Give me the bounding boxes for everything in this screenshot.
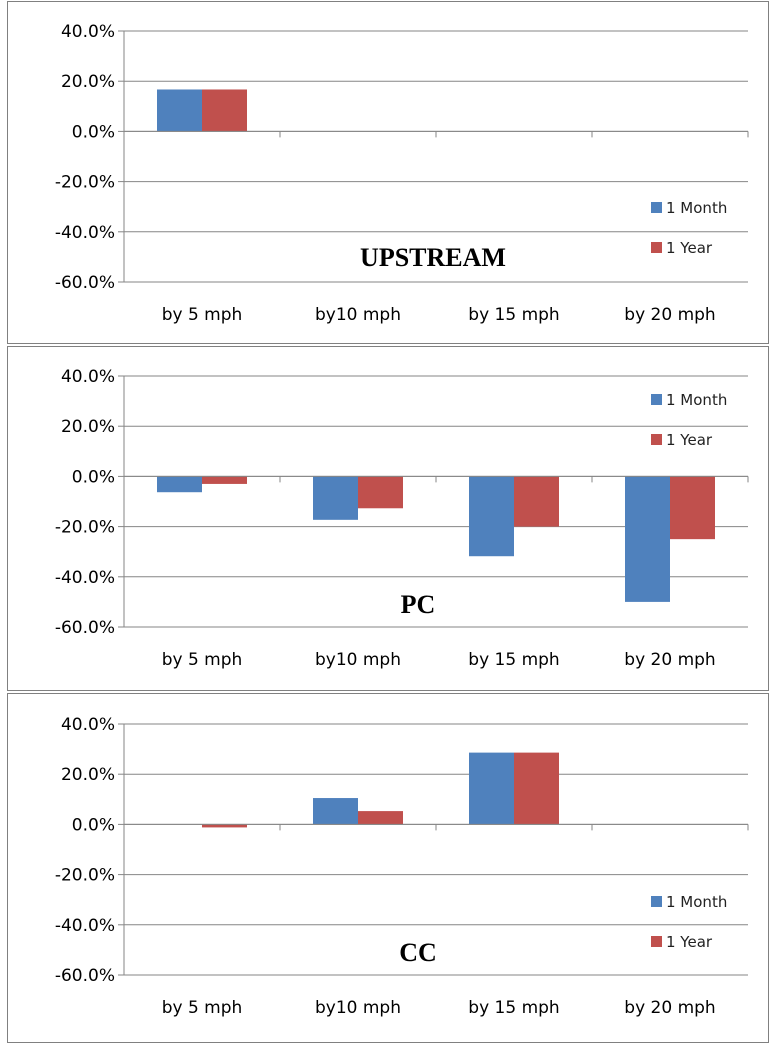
y-tick-label: 40.0%	[61, 22, 115, 42]
x-tick-label: by 15 mph	[468, 650, 559, 670]
legend-swatch	[651, 434, 662, 445]
bar-1-year	[358, 476, 403, 509]
y-tick-label: -60.0%	[55, 273, 115, 293]
x-tick-label: by 5 mph	[162, 650, 243, 670]
y-tick-label: 40.0%	[61, 367, 115, 387]
chart-cc: 40.0% 20.0% 0.0% -20.0% -40.0% -60.0% by 5 mph…	[55, 715, 749, 1018]
bar-1-month	[469, 752, 514, 825]
legend-label: 1 Month	[666, 893, 727, 911]
y-tick-label: 20.0%	[61, 417, 115, 437]
x-tick-label: by10 mph	[315, 305, 401, 325]
chart-panel-cc: 40.0% 20.0% 0.0% -20.0% -40.0% -60.0% by 5 mph…	[7, 693, 769, 1043]
bar-1-month	[313, 798, 358, 825]
bar-1-year	[670, 476, 715, 540]
legend-swatch	[651, 394, 662, 405]
y-tick-label: -20.0%	[55, 518, 115, 538]
x-tick-label: by 20 mph	[624, 305, 715, 325]
bar-1-year	[202, 824, 247, 828]
x-tick-label: by 15 mph	[468, 305, 559, 325]
bar-1-year	[202, 89, 247, 132]
x-tick-label: by10 mph	[315, 998, 401, 1018]
y-tick-label: 0.0%	[72, 815, 115, 835]
chart-panel-upstream: 40.0% 20.0% 0.0% -20.0% -40.0% -60.0% by 5 mph…	[7, 1, 769, 344]
x-tick-label: by 20 mph	[624, 650, 715, 670]
bar-1-month	[313, 476, 358, 520]
bar-1-year	[514, 752, 559, 825]
y-tick-label: 20.0%	[61, 72, 115, 92]
y-tick-label: 0.0%	[72, 467, 115, 487]
y-tick-label: -60.0%	[55, 618, 115, 638]
chart-title: CC	[399, 938, 437, 967]
bar-1-month	[625, 476, 670, 602]
chart-pc: 40.0% 20.0% 0.0% -20.0% -40.0% -60.0% by 5 mph…	[55, 367, 749, 670]
bar-1-month	[469, 476, 514, 557]
legend-swatch	[651, 242, 662, 253]
y-tick-label: -20.0%	[55, 173, 115, 193]
x-tick-label: by10 mph	[315, 650, 401, 670]
bar-1-month	[157, 476, 202, 493]
bar-1-year	[358, 811, 403, 825]
legend-label: 1 Year	[666, 239, 713, 257]
bar-1-month	[157, 89, 202, 132]
chart-upstream: 40.0% 20.0% 0.0% -20.0% -40.0% -60.0% by 5 mph…	[55, 22, 749, 325]
x-tick-label: by 15 mph	[468, 998, 559, 1018]
legend-label: 1 Year	[666, 933, 713, 951]
x-tick-label: by 5 mph	[162, 998, 243, 1018]
y-tick-label: 0.0%	[72, 122, 115, 142]
legend-swatch	[651, 202, 662, 213]
y-tick-label: -20.0%	[55, 866, 115, 886]
x-tick-label: by 5 mph	[162, 305, 243, 325]
y-tick-label: 20.0%	[61, 765, 115, 785]
y-tick-label: -40.0%	[55, 568, 115, 588]
bar-1-year	[514, 476, 559, 527]
x-tick-label: by 20 mph	[624, 998, 715, 1018]
chart-title: PC	[401, 590, 436, 619]
y-tick-label: -60.0%	[55, 966, 115, 986]
legend-swatch	[651, 896, 662, 907]
legend-label: 1 Year	[666, 431, 713, 449]
y-tick-label: -40.0%	[55, 916, 115, 936]
chart-panel-pc: 40.0% 20.0% 0.0% -20.0% -40.0% -60.0% by 5 mph…	[7, 346, 769, 691]
legend-label: 1 Month	[666, 391, 727, 409]
legend-label: 1 Month	[666, 199, 727, 217]
chart-title: UPSTREAM	[360, 243, 506, 272]
legend-swatch	[651, 936, 662, 947]
y-tick-label: 40.0%	[61, 715, 115, 735]
bar-1-year	[202, 476, 247, 484]
y-tick-label: -40.0%	[55, 223, 115, 243]
